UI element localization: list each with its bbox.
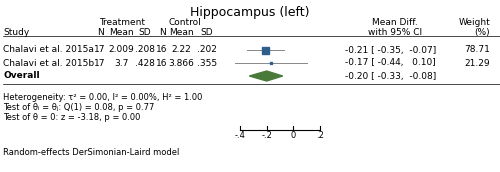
Text: 17: 17 (94, 58, 106, 67)
Text: -.4: -.4 (234, 131, 246, 140)
Text: Heterogeneity: τ² = 0.00, I² = 0.00%, H² = 1.00: Heterogeneity: τ² = 0.00, I² = 0.00%, H²… (3, 93, 202, 102)
Text: 2.22: 2.22 (171, 46, 191, 55)
Text: 21.29: 21.29 (464, 58, 490, 67)
Text: Mean: Mean (108, 28, 134, 37)
Text: .2: .2 (316, 131, 324, 140)
Text: Random-effects DerSimonian-Laird model: Random-effects DerSimonian-Laird model (3, 148, 180, 157)
Text: 16: 16 (156, 58, 168, 67)
Text: N: N (158, 28, 166, 37)
Text: Mean Diff.: Mean Diff. (372, 18, 418, 27)
Text: 3.866: 3.866 (168, 58, 194, 67)
Bar (262, 46, 269, 53)
Text: Chalavi et al. 2015a: Chalavi et al. 2015a (3, 46, 94, 55)
Text: Treatment: Treatment (100, 18, 146, 27)
Text: 16: 16 (156, 46, 168, 55)
Text: (%): (%) (474, 28, 490, 37)
Text: 17: 17 (94, 46, 106, 55)
Text: N: N (96, 28, 103, 37)
Text: SD: SD (138, 28, 151, 37)
Text: -0.20 [ -0.33,  -0.08]: -0.20 [ -0.33, -0.08] (345, 72, 436, 80)
Text: 0: 0 (290, 131, 296, 140)
Text: .202: .202 (197, 46, 217, 55)
Text: SD: SD (200, 28, 213, 37)
Text: Test of θ = 0: z = -3.18, p = 0.00: Test of θ = 0: z = -3.18, p = 0.00 (3, 113, 140, 122)
Text: -0.17 [ -0.44,   0.10]: -0.17 [ -0.44, 0.10] (345, 58, 436, 67)
Text: 78.71: 78.71 (464, 46, 490, 55)
Text: Control: Control (168, 18, 201, 27)
Text: Overall: Overall (3, 72, 40, 80)
Polygon shape (250, 71, 282, 81)
Text: Hippocampus (left): Hippocampus (left) (190, 6, 310, 19)
Text: Test of θᵢ = θⱼ: Q(1) = 0.08, p = 0.77: Test of θᵢ = θⱼ: Q(1) = 0.08, p = 0.77 (3, 103, 154, 112)
Text: .355: .355 (197, 58, 217, 67)
Text: Chalavi et al. 2015b: Chalavi et al. 2015b (3, 58, 94, 67)
Text: .428: .428 (135, 58, 155, 67)
Text: -0.21 [ -0.35,  -0.07]: -0.21 [ -0.35, -0.07] (345, 46, 436, 55)
Text: 2.009: 2.009 (108, 46, 134, 55)
Bar (270, 62, 272, 64)
Text: -.2: -.2 (261, 131, 272, 140)
Text: .208: .208 (135, 46, 155, 55)
Text: Study: Study (3, 28, 29, 37)
Text: Weight: Weight (458, 18, 490, 27)
Text: Mean: Mean (168, 28, 194, 37)
Text: 3.7: 3.7 (114, 58, 128, 67)
Text: with 95% CI: with 95% CI (368, 28, 422, 37)
